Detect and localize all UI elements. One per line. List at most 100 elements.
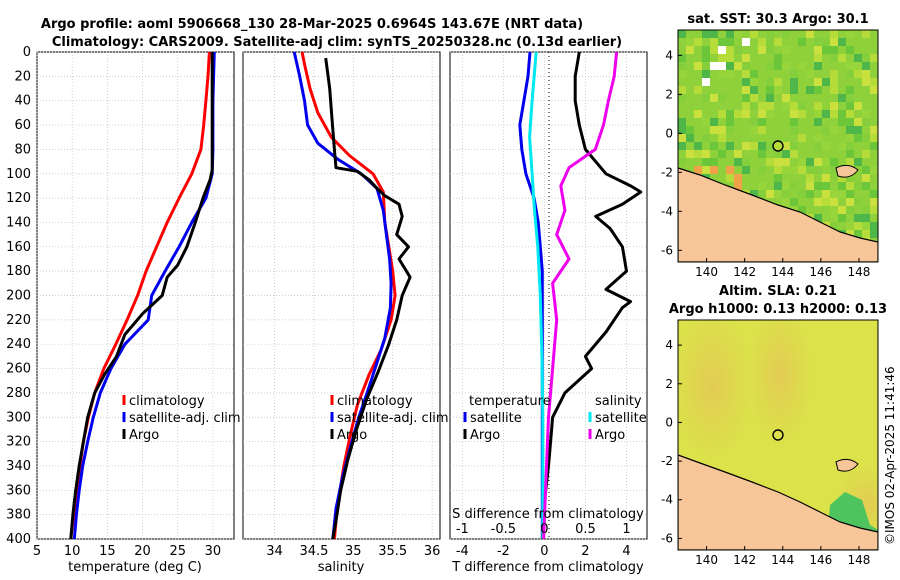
sst-cell [766,94,774,102]
x-tick-label: 4 [622,544,630,559]
sst-cell [854,126,862,134]
sst-cell [846,158,854,166]
map-x-tick-label: 142 [733,553,756,567]
depth-tick-label: 340 [6,459,31,474]
sst-cell [862,214,870,222]
x-tick-label: 25 [169,544,186,559]
depth-tick-label: 380 [6,508,31,523]
sst-cell [774,174,782,182]
sst-cell [790,182,798,190]
sst-cell [814,158,822,166]
sst-cell [774,38,782,46]
sst-cell [830,222,838,230]
sst-cell [710,46,718,54]
sst-cell [694,142,702,150]
sst-cell [790,166,798,174]
salinity-legend: climatology satellite-adj. clim Argo [330,394,449,443]
sst-cell [702,70,710,78]
sst-cell [838,190,846,198]
sst-cell [774,86,782,94]
sst-cell [830,102,838,110]
sst-cell [766,30,774,38]
sst-cell [710,38,718,46]
sst-cell [726,70,734,78]
sst-cell [758,142,766,150]
sst-cell [734,150,742,158]
sst-cell [758,190,766,198]
map-x-tick-label: 146 [809,553,832,567]
sst-cell [830,214,838,222]
sst-cell [798,166,806,174]
sst-cell [862,78,870,86]
sst-cell [678,118,686,126]
legend-label-argo: Argo [337,428,367,443]
sst-cell [814,166,822,174]
sst-cell [702,94,710,102]
x-tick-label: 34.5 [299,544,328,559]
sst-cell [718,150,726,158]
sst-cell [870,134,878,142]
map-y-tick-label: 0 [665,126,673,140]
sst-cell [742,110,750,118]
sst-cell [726,142,734,150]
sst-cell [718,110,726,118]
sst-cell [830,78,838,86]
sst-cell [678,62,686,70]
sst-cell [854,54,862,62]
sst-cell [726,62,734,70]
depth-tick-label: 120 [6,191,31,206]
sst-cell [726,174,734,182]
sst-cell [742,166,750,174]
sst-cell [854,158,862,166]
sst-cell [750,102,758,110]
sst-cell [854,222,862,230]
sst-cell [702,118,710,126]
map-y-tick-label: -4 [661,493,673,507]
sst-cell [838,182,846,190]
sst-cell [822,182,830,190]
sst-cell [870,190,878,198]
sst-cell [686,46,694,54]
x-tick-label: 35 [345,544,362,559]
sst-cell [854,230,862,238]
depth-tick-label: 260 [6,362,31,377]
sst-cell [862,118,870,126]
sst-cell [774,54,782,62]
sst-cell [694,150,702,158]
sst-cell [750,142,758,150]
sst-cell [750,190,758,198]
sst-cell [766,38,774,46]
sst-cell [814,46,822,54]
sst-cell [782,142,790,150]
sst-map-frame [677,29,879,263]
series-climatology [300,51,397,540]
sst-cell [814,102,822,110]
map-y-tick-label: 2 [665,87,673,101]
sla-argo-marker [772,429,784,441]
sst-cell [830,206,838,214]
sst-cell [726,126,734,134]
sst-cell [846,94,854,102]
profile-series [69,51,643,540]
sst-cell [718,46,726,54]
sst-cell [790,126,798,134]
sla-map-ticks: 140 142 144 146 148 4 2 0 -2 -4 -6 [661,338,870,567]
sst-cell [782,150,790,158]
sst-cell [750,30,758,38]
legend-label-argo: Argo [129,428,159,443]
sst-cell [734,174,742,182]
sst-cell [742,94,750,102]
series-s-argo [542,51,619,540]
map-y-tick-label: -2 [661,165,673,179]
sst-cell [710,166,718,174]
sst-cell [726,110,734,118]
sst-cell [782,198,790,206]
depth-tick-label: 140 [6,215,31,230]
sst-cell [734,62,742,70]
sst-cell [854,118,862,126]
sst-cell [718,54,726,62]
sst-cell [694,110,702,118]
sst-cell [774,142,782,150]
sst-cell [830,54,838,62]
x2-tick-label: -0.5 [491,522,516,537]
